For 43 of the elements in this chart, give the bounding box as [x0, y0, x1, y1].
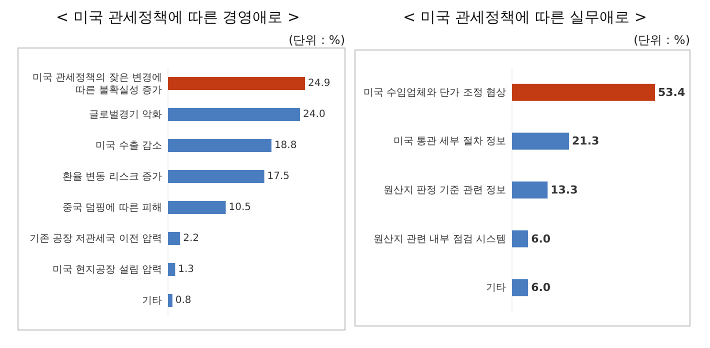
y-tick-label: 기타 [142, 295, 162, 306]
bar [168, 139, 272, 152]
bar [512, 132, 570, 150]
chart-subtitle: (단위 : %) [634, 33, 690, 47]
chart-title: < 미국 관세정책에 따른 실무애로 > [403, 8, 647, 26]
data-label: 0.8 [175, 295, 192, 306]
bar [168, 108, 300, 121]
bar [512, 182, 548, 198]
y-tick-label: 미국 수출 감소 [96, 140, 162, 151]
chart-title: < 미국 관세정책에 따른 경영애로 > [56, 8, 300, 26]
data-label: 2.2 [183, 233, 200, 244]
y-tick-label: 미국 수입업체와 단가 조정 협상 [363, 86, 506, 98]
bar [168, 170, 264, 183]
y-tick-label: 미국 통관 세부 절차 정보 [393, 136, 506, 147]
data-label: 24.9 [308, 78, 330, 89]
data-label: 6.0 [531, 232, 551, 246]
y-tick-label: 환율 변동 리스크 증가 [62, 171, 162, 182]
data-label: 6.0 [531, 281, 551, 294]
y-tick-label: 글로벌경기 악화 [88, 109, 162, 120]
y-tick-label: 기존 공장 저관세국 이전 압력 [29, 233, 162, 244]
y-tick-label: 중국 덤핑에 따른 피해 [62, 202, 162, 213]
data-label: 10.5 [228, 202, 252, 213]
bar [512, 230, 528, 248]
bar [168, 263, 176, 276]
bar [168, 201, 226, 214]
data-label: 13.3 [550, 184, 578, 196]
data-label: 21.3 [572, 134, 600, 148]
y-tick-label: 원산지 판정 기준 관련 정보 [383, 184, 506, 196]
y-tick-label: 미국 관세정책의 잦은 변경에 따른 불확실성 증가 [32, 72, 162, 96]
bar [168, 294, 172, 307]
bar [512, 279, 528, 296]
data-label: 17.5 [267, 171, 290, 182]
y-tick-label: 원산지 관련 내부 점검 시스템 [373, 233, 506, 244]
chart-subtitle: (단위 : %) [288, 33, 345, 47]
bar [168, 77, 305, 90]
bar [512, 84, 655, 101]
data-label: 24.0 [303, 109, 326, 120]
data-label: 1.3 [178, 264, 194, 275]
y-tick-label: 미국 현지공장 설립 압력 [52, 264, 162, 275]
data-label: 53.4 [658, 86, 686, 99]
y-tick-label: 기타 [486, 282, 506, 294]
data-label: 18.8 [274, 140, 297, 151]
bar [168, 232, 180, 245]
